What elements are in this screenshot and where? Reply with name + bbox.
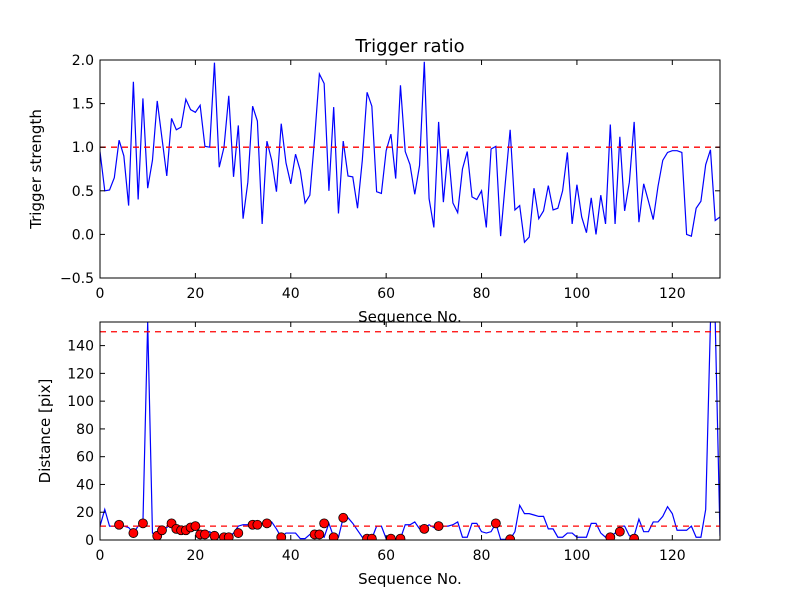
x-tick-label: 100 bbox=[564, 286, 591, 302]
x-tick-label: 60 bbox=[377, 548, 395, 564]
axes-frame bbox=[99, 321, 721, 541]
data-point-marker bbox=[200, 529, 210, 540]
y-tick-label: 80 bbox=[76, 422, 94, 438]
data-point-marker bbox=[114, 519, 124, 530]
data-point-marker bbox=[338, 512, 349, 523]
plot-area bbox=[100, 61, 720, 244]
data-point-marker bbox=[505, 534, 516, 540]
x-tick-label: 100 bbox=[564, 548, 591, 564]
x-tick-label: 120 bbox=[659, 548, 686, 564]
data-point-marker bbox=[314, 529, 325, 540]
data-point-marker bbox=[262, 518, 272, 529]
data-point-marker bbox=[223, 532, 234, 540]
y-tick-label: 40 bbox=[76, 477, 94, 493]
data-point-marker bbox=[490, 518, 501, 529]
series-line-0 bbox=[100, 61, 720, 244]
y-tick-label: 0 bbox=[85, 533, 94, 549]
data-point-marker bbox=[395, 533, 406, 540]
y-tick-label: 0.5 bbox=[72, 184, 94, 200]
data-point-marker bbox=[233, 528, 244, 538]
y-tick-label: 100 bbox=[67, 394, 94, 410]
plot-area bbox=[100, 322, 720, 540]
y-tick-label: 1.0 bbox=[72, 140, 94, 156]
data-point-marker bbox=[614, 526, 625, 537]
data-point-marker bbox=[366, 533, 377, 540]
data-point-marker bbox=[138, 518, 148, 529]
axis-ticks: 0 20 40 60 80 100 120 −0.5 0.0 0.5 1.0 1.5 2.0 bbox=[60, 53, 720, 302]
x-tick-label: 120 bbox=[659, 286, 686, 302]
y-tick-label: 20 bbox=[76, 505, 94, 521]
data-point-marker bbox=[276, 532, 287, 540]
y-axis-label: Trigger strength bbox=[27, 109, 45, 230]
data-point-marker bbox=[605, 532, 616, 540]
data-point-marker bbox=[128, 528, 139, 538]
chart-title: Trigger ratio bbox=[354, 36, 464, 57]
y-tick-label: 2.0 bbox=[72, 53, 94, 69]
axis-ticks: 0 20 40 60 80 100 120 0 20 40 60 80 100 120 140 bbox=[67, 322, 720, 564]
data-point-marker bbox=[209, 530, 220, 540]
x-tick-label: 0 bbox=[96, 286, 105, 302]
x-tick-label: 40 bbox=[282, 286, 300, 302]
x-tick-label: 60 bbox=[377, 286, 395, 302]
data-point-marker bbox=[629, 533, 640, 540]
y-tick-label: 120 bbox=[67, 366, 94, 382]
data-point-marker bbox=[419, 523, 430, 534]
x-axis-label: Sequence No. bbox=[358, 308, 462, 326]
data-point-marker bbox=[157, 525, 167, 536]
x-tick-label: 0 bbox=[96, 548, 105, 564]
chart-trigger-ratio: Trigger ratio 0 20 40 60 80 100 120 −0.5 0.0 0.5 1… bbox=[27, 36, 721, 326]
data-point-marker bbox=[190, 521, 201, 532]
x-tick-label: 40 bbox=[282, 548, 300, 564]
y-axis-label: Distance [pix] bbox=[36, 379, 54, 484]
x-tick-label: 20 bbox=[186, 286, 204, 302]
y-tick-label: 0.0 bbox=[72, 227, 94, 243]
axes-frame bbox=[99, 59, 721, 279]
data-point-marker bbox=[328, 532, 339, 540]
data-point-marker bbox=[433, 521, 444, 532]
chart-distance: 0 20 40 60 80 100 120 0 20 40 60 80 100 120 140 Sequen… bbox=[36, 321, 721, 588]
x-tick-label: 20 bbox=[186, 548, 204, 564]
y-tick-label: 1.5 bbox=[72, 97, 94, 113]
y-tick-label: 140 bbox=[67, 339, 94, 355]
data-point-marker bbox=[319, 518, 330, 529]
y-tick-label: 60 bbox=[76, 450, 94, 466]
data-point-marker bbox=[252, 519, 263, 530]
x-tick-label: 80 bbox=[473, 548, 491, 564]
x-tick-label: 80 bbox=[473, 286, 491, 302]
x-axis-label: Sequence No. bbox=[358, 570, 462, 588]
y-tick-label: −0.5 bbox=[60, 271, 94, 287]
